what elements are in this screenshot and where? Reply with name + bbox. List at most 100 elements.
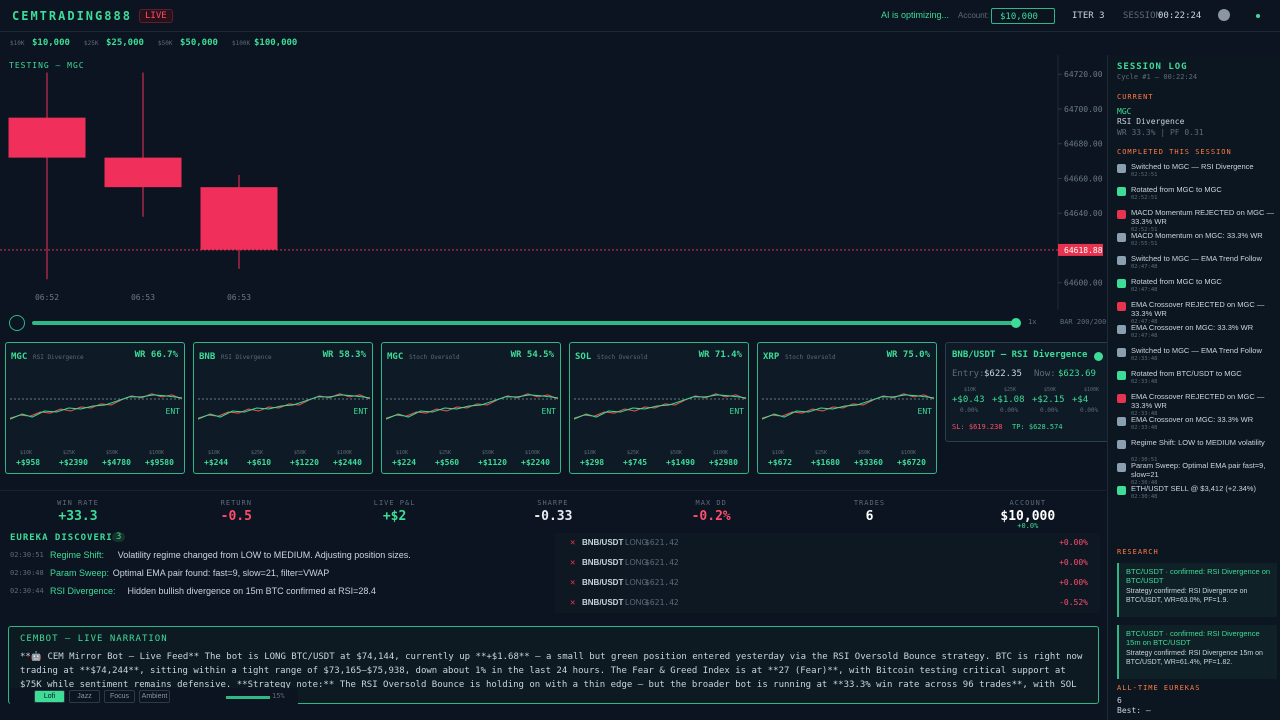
progress[interactable] (32, 321, 1017, 325)
card-pnl: +$1220 (290, 458, 319, 467)
card-symbol: SOL (575, 352, 592, 362)
card-ent: ENT (541, 407, 556, 416)
trade-pair: BNB/USDT (582, 538, 624, 547)
music-button[interactable]: Ambient (139, 690, 170, 703)
bar-count: BAR 200/200 (1060, 318, 1107, 326)
research-text: Strategy confirmed: RSI Divergence 15m o… (1126, 650, 1263, 666)
y-tick-label: 64720.00 (1064, 70, 1103, 79)
y-tick-label: 64700.00 (1064, 105, 1103, 114)
volume-slider[interactable] (226, 696, 270, 699)
completed-label: COMPLETED THIS SESSION (1117, 148, 1232, 156)
scale-size: $25K (84, 40, 99, 47)
account-select[interactable]: $10,000 (991, 8, 1055, 24)
session-label: SESSION (1123, 11, 1161, 21)
volume: 15% (272, 692, 285, 700)
research-label: RESEARCH (1117, 548, 1159, 556)
candle-body (200, 187, 278, 250)
entry-label: Entry: (952, 369, 985, 379)
account-label: Account: (958, 11, 990, 20)
log-icon (1117, 440, 1126, 449)
play-button[interactable] (9, 315, 25, 331)
trade-pct: +0.00% (1059, 558, 1088, 567)
research-item: BTC/USDT · confirmed: RSI Divergence on … (1117, 563, 1277, 617)
y-tick-label: 64680.00 (1064, 140, 1103, 149)
log-icon (1117, 210, 1126, 219)
alltime-label: ALL-TIME EUREKAS (1117, 684, 1201, 692)
live-size: $25K (1004, 387, 1017, 393)
trade-pair: BNB/USDT (582, 558, 624, 567)
log-text: ETH/USDT SELL @ $3,412 (+2.34%) (1131, 484, 1256, 493)
live-badge: LIVE (139, 9, 173, 23)
take-profit: TP: $628.574 (1012, 423, 1063, 431)
top-bar (0, 0, 1280, 32)
log-time: 02:47:48 (1131, 319, 1158, 325)
candle-body (8, 117, 86, 158)
eureka-text: Optimal EMA pair found: fast=9, slow=21,… (112, 568, 330, 578)
card-ent: ENT (353, 407, 368, 416)
eureka-text: Volatility regime changed from LOW to ME… (117, 550, 411, 560)
log-text: Regime Shift: LOW to MEDIUM volatility (1131, 438, 1265, 447)
card-ent: ENT (729, 407, 744, 416)
trade-pct: -0.52% (1059, 598, 1088, 607)
card-size: $100K (525, 450, 541, 456)
card-wr: WR 54.5% (510, 350, 554, 360)
log-text: Rotated from BTC/USDT to MGC (1131, 369, 1242, 378)
research-title: BTC/USDT · confirmed: RSI Divergence 15m… (1126, 629, 1260, 647)
live-card: BNB/USDT — RSI Divergence Entry: $622.35… (945, 342, 1115, 442)
log-text: EMA Crossover on MGC: 33.3% WR (1131, 323, 1254, 332)
playback: 1x BAR 200/200 (0, 310, 1106, 336)
stat-sub: +0.0% (1017, 522, 1039, 530)
scale-size: $100K (232, 40, 251, 47)
log-time: 02:30:48 (1131, 494, 1158, 500)
trade-price: $621.42 (645, 558, 679, 567)
trade-icon: ✕ (570, 538, 576, 548)
card-size: $25K (63, 450, 76, 456)
strategy-card: MGC RSI Divergence WR 66.7% ENT $10K +$958 $25… (5, 342, 185, 474)
card-size: $10K (396, 450, 409, 456)
log-time: 02:47:48 (1131, 333, 1158, 339)
progress-knob[interactable] (1011, 318, 1021, 328)
log-icon (1117, 463, 1126, 472)
card-size: $50K (858, 450, 871, 456)
card-wr: WR 71.4% (698, 350, 742, 360)
now-label: Now: (1034, 369, 1056, 379)
music-button[interactable]: Lofi (34, 690, 65, 703)
y-tick-label: 64660.00 (1064, 174, 1103, 183)
session-time: 00:22:24 (1158, 11, 1202, 21)
live-dot (1094, 352, 1103, 361)
card-pnl: +$672 (768, 458, 793, 467)
log-text: MACD Momentum on MGC: 33.3% WR (1131, 231, 1263, 240)
scale-value: $50,000 (180, 38, 218, 48)
log-text: EMA Crossover REJECTED on MGC — 33.3% WR (1131, 300, 1265, 318)
card-size: $100K (901, 450, 917, 456)
card-size: $25K (627, 450, 640, 456)
avatar[interactable] (1218, 9, 1230, 21)
card-strategy: Stoch Oversold (597, 354, 648, 361)
live-size: $50K (1044, 387, 1057, 393)
current-strategy: RSI Divergence (1117, 117, 1185, 126)
scale-value: $100,000 (254, 38, 298, 48)
eureka-label: Regime Shift: (50, 550, 105, 560)
card-symbol: MGC (11, 352, 28, 362)
best: Best: — (1117, 706, 1151, 715)
speed[interactable]: 1x (1028, 318, 1037, 326)
status: AI is optimizing... (881, 10, 950, 20)
music-button[interactable]: Focus (104, 690, 135, 703)
stat-value: +$2 (382, 509, 407, 524)
card-pnl: +$6720 (897, 458, 926, 467)
log-icon (1117, 486, 1126, 495)
card-pnl: +$298 (580, 458, 605, 467)
research-title: BTC/USDT · confirmed: RSI Divergence on … (1126, 567, 1271, 585)
music-button[interactable]: Jazz (69, 690, 100, 703)
current-stats: WR 33.3% | PF 0.31 (1117, 128, 1204, 137)
card-strategy: RSI Divergence (33, 354, 84, 361)
card-symbol: MGC (387, 352, 404, 362)
card-pnl: +$3360 (854, 458, 883, 467)
trade-pair: BNB/USDT (582, 598, 624, 607)
now: $623.69 (1058, 369, 1096, 379)
research-text: Strategy confirmed: RSI Divergence on BT… (1126, 588, 1248, 604)
card-pnl: +$2440 (333, 458, 362, 467)
card-pnl: +$2980 (709, 458, 738, 467)
card-size: $25K (251, 450, 264, 456)
